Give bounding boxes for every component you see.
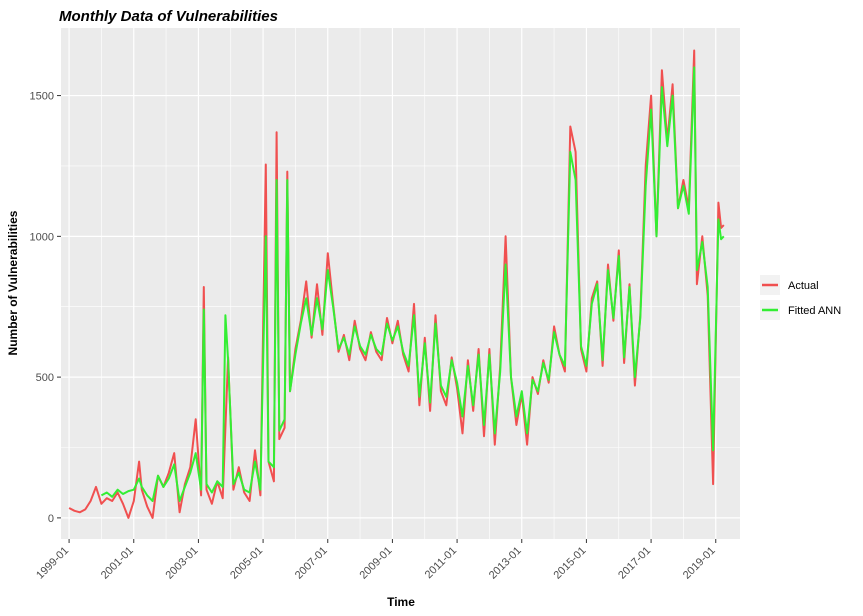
x-tick-label: 2015-01 bbox=[552, 545, 589, 582]
chart-title: Monthly Data of Vulnerabilities bbox=[59, 8, 278, 25]
x-tick-label: 2017-01 bbox=[616, 545, 653, 582]
x-tick-label: 2009-01 bbox=[358, 545, 395, 582]
y-tick-label: 0 bbox=[48, 513, 54, 525]
x-axis-title: Time bbox=[387, 595, 415, 609]
legend: Actual Fitted ANN bbox=[760, 275, 841, 320]
x-tick-label: 1999-01 bbox=[34, 545, 71, 582]
x-tick-label: 2003-01 bbox=[164, 545, 201, 582]
y-tick-label: 500 bbox=[36, 372, 54, 384]
x-tick-label: 2007-01 bbox=[293, 545, 330, 582]
series-layer bbox=[68, 49, 725, 519]
y-tick-label: 1500 bbox=[30, 91, 54, 103]
grid-lines bbox=[61, 28, 740, 539]
y-tick-label: 1000 bbox=[30, 231, 54, 243]
series-line-fitted-ann bbox=[100, 66, 725, 502]
plot-panel bbox=[61, 28, 740, 539]
x-tick-label: 2011-01 bbox=[423, 545, 459, 581]
legend-label-fitted: Fitted ANN bbox=[788, 305, 841, 317]
x-tick-label: 2013-01 bbox=[487, 545, 524, 582]
x-tick-label: 2001-01 bbox=[99, 545, 136, 582]
y-axis-title: Number of Vulnerabilities bbox=[6, 210, 20, 355]
legend-label-actual: Actual bbox=[788, 280, 819, 292]
x-tick-label: 2019-01 bbox=[681, 545, 718, 582]
x-tick-label: 2005-01 bbox=[228, 545, 265, 582]
